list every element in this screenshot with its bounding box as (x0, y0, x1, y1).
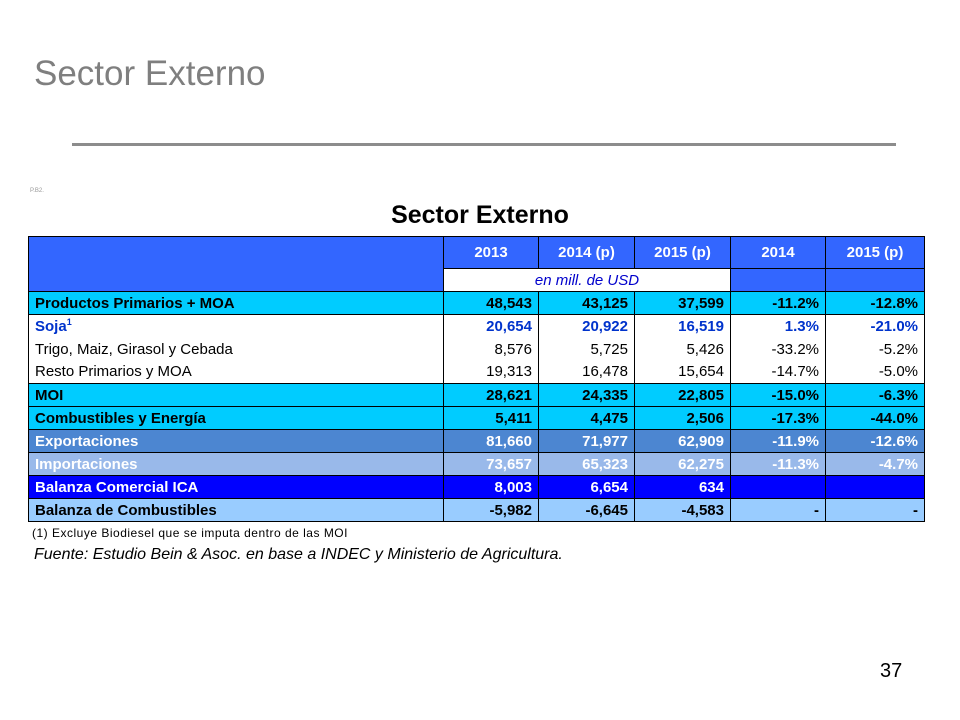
sector-externo-table: 2013 2014 (p) 2015 (p) 2014 2015 (p) en … (28, 236, 925, 522)
cell-var-2015p: -5.2% (825, 337, 925, 361)
table-title: Sector Externo (391, 201, 569, 229)
row-label: Trigo, Maiz, Girasol y Cebada (28, 337, 444, 361)
cell-var-2014: -11.9% (730, 429, 826, 453)
source-note: Fuente: Estudio Bein & Asoc. en base a I… (34, 546, 563, 563)
slide-tag: P.B2. (30, 188, 44, 194)
cell-2015p: 37,599 (634, 291, 731, 315)
cell-var-2015p: -6.3% (825, 383, 925, 407)
cell-var-2014: -15.0% (730, 383, 826, 407)
sector-externo-table-wrapper: 2013 2014 (p) 2015 (p) 2014 2015 (p) en … (28, 236, 925, 522)
column-header: 2014 (p) (538, 236, 635, 269)
header-corner (28, 236, 444, 269)
cell-2014p: 43,125 (538, 291, 635, 315)
unit-filler (825, 268, 925, 292)
cell-var-2015p: -12.8% (825, 291, 925, 315)
cell-2013: 8,576 (443, 337, 539, 361)
cell-2013: 8,003 (443, 475, 539, 499)
column-header: 2015 (p) (634, 236, 731, 269)
cell-2014p: 4,475 (538, 406, 635, 430)
cell-var-2014: -14.7% (730, 360, 826, 384)
unit-row: en mill. de USD (28, 268, 925, 292)
table-row: MOI 28,621 24,335 22,805 -15.0% -6.3% (28, 383, 925, 407)
table-row: Trigo, Maiz, Girasol y Cebada 8,576 5,72… (28, 337, 925, 361)
cell-2013: 81,660 (443, 429, 539, 453)
cell-2015p: 22,805 (634, 383, 731, 407)
table-row: Resto Primarios y MOA 19,313 16,478 15,6… (28, 360, 925, 384)
cell-var-2014: -11.2% (730, 291, 826, 315)
row-label: Productos Primarios + MOA (28, 291, 444, 315)
cell-2013: 20,654 (443, 314, 539, 338)
column-header: 2013 (443, 236, 539, 269)
table-row: Importaciones 73,657 65,323 62,275 -11.3… (28, 452, 925, 476)
cell-var-2015p: -12.6% (825, 429, 925, 453)
row-label: Exportaciones (28, 429, 444, 453)
title-divider (72, 143, 896, 146)
table-header-row: 2013 2014 (p) 2015 (p) 2014 2015 (p) (28, 236, 925, 269)
cell-2014p: 20,922 (538, 314, 635, 338)
cell-2013: 73,657 (443, 452, 539, 476)
table-row: Productos Primarios + MOA 48,543 43,125 … (28, 291, 925, 315)
cell-var-2014: -33.2% (730, 337, 826, 361)
cell-2013: 48,543 (443, 291, 539, 315)
cell-2014p: 5,725 (538, 337, 635, 361)
cell-2013: 5,411 (443, 406, 539, 430)
table-row: Combustibles y Energía 5,411 4,475 2,506… (28, 406, 925, 430)
cell-var-2014: -17.3% (730, 406, 826, 430)
cell-var-2014: -11.3% (730, 452, 826, 476)
cell-var-2015p (825, 475, 925, 499)
row-label: Balanza Comercial ICA (28, 475, 444, 499)
row-label-text: Soja (35, 317, 67, 335)
cell-2014p: 24,335 (538, 383, 635, 407)
cell-var-2015p: -21.0% (825, 314, 925, 338)
column-header: 2014 (730, 236, 826, 269)
cell-2014p: 65,323 (538, 452, 635, 476)
cell-2015p: 5,426 (634, 337, 731, 361)
unit-corner (28, 268, 444, 292)
cell-2014p: 6,654 (538, 475, 635, 499)
cell-2013: -5,982 (443, 498, 539, 522)
table-row: Balanza Comercial ICA 8,003 6,654 634 (28, 475, 925, 499)
cell-var-2015p: -5.0% (825, 360, 925, 384)
cell-var-2015p: -4.7% (825, 452, 925, 476)
cell-2015p: 16,519 (634, 314, 731, 338)
row-label: Importaciones (28, 452, 444, 476)
row-label: MOI (28, 383, 444, 407)
column-header: 2015 (p) (825, 236, 925, 269)
cell-2015p: 62,909 (634, 429, 731, 453)
table-row: Exportaciones 81,660 71,977 62,909 -11.9… (28, 429, 925, 453)
table-footnote: (1) Excluye Biodiesel que se imputa dent… (32, 526, 348, 540)
cell-var-2014 (730, 475, 826, 499)
row-label: Balanza de Combustibles (28, 498, 444, 522)
cell-2015p: 2,506 (634, 406, 731, 430)
cell-2015p: -4,583 (634, 498, 731, 522)
cell-2014p: 16,478 (538, 360, 635, 384)
cell-var-2014: - (730, 498, 826, 522)
cell-2014p: -6,645 (538, 498, 635, 522)
table-row: Soja1 20,654 20,922 16,519 1.3% -21.0% (28, 314, 925, 338)
unit-filler (730, 268, 826, 292)
cell-var-2015p: - (825, 498, 925, 522)
unit-note: en mill. de USD (443, 268, 731, 292)
cell-var-2015p: -44.0% (825, 406, 925, 430)
slide-title: Sector Externo (34, 54, 266, 93)
page-number: 37 (880, 660, 903, 682)
cell-2015p: 62,275 (634, 452, 731, 476)
cell-2013: 28,621 (443, 383, 539, 407)
cell-2013: 19,313 (443, 360, 539, 384)
cell-2015p: 15,654 (634, 360, 731, 384)
cell-2014p: 71,977 (538, 429, 635, 453)
footnote-marker: 1 (66, 316, 72, 327)
table-row: Balanza de Combustibles -5,982 -6,645 -4… (28, 498, 925, 522)
row-label: Resto Primarios y MOA (28, 360, 444, 384)
row-label: Soja1 (28, 314, 444, 338)
row-label: Combustibles y Energía (28, 406, 444, 430)
cell-2015p: 634 (634, 475, 731, 499)
cell-var-2014: 1.3% (730, 314, 826, 338)
